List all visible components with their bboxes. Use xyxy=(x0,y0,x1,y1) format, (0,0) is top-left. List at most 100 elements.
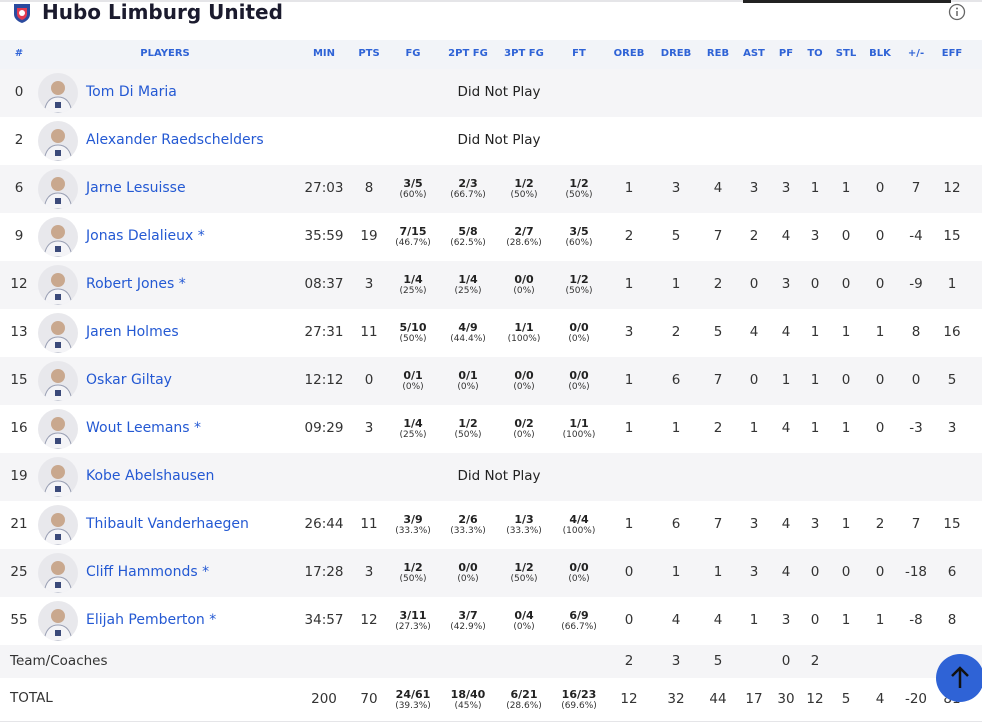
shot-percent: (39.3%) xyxy=(395,700,431,711)
stat-value: -8 xyxy=(909,612,923,628)
stat-value: 5 xyxy=(713,653,723,669)
row-bg xyxy=(0,69,982,117)
stat-value: 70 xyxy=(360,690,378,707)
player-name[interactable]: Oskar Giltay xyxy=(86,372,172,388)
player-name[interactable]: Jarne Lesuisse xyxy=(86,180,186,196)
player-avatar xyxy=(38,313,78,353)
stat-value: -9 xyxy=(909,276,923,292)
stat-value: 3 xyxy=(781,612,791,628)
shot-percent: (33.3%) xyxy=(395,526,431,536)
player-name[interactable]: Thibault Vanderhaegen xyxy=(86,516,249,532)
stat-value: 1 xyxy=(749,612,759,628)
player-name[interactable]: Jaren Holmes xyxy=(86,324,179,340)
avatar-figure xyxy=(43,369,73,401)
player-name[interactable]: Kobe Abelshausen xyxy=(86,468,215,484)
player-name[interactable]: Wout Leemans * xyxy=(86,420,202,436)
stat-value: 1 xyxy=(841,324,851,340)
shot-percent: (100%) xyxy=(507,334,541,344)
stat-value: 1 xyxy=(749,420,759,436)
stat-value: 27:03 xyxy=(304,180,344,196)
jersey-number: 13 xyxy=(10,324,28,340)
shot-percent: (62.5%) xyxy=(450,238,486,248)
stat-value: 1 xyxy=(624,516,634,532)
jersey-number: 9 xyxy=(14,228,24,244)
stat-value: 11 xyxy=(360,324,378,340)
player-name[interactable]: Tom Di Maria xyxy=(86,84,177,100)
column-header: FG xyxy=(405,48,421,59)
stat-value: 4 xyxy=(781,420,791,436)
arrow-up xyxy=(951,666,969,688)
stat-value: 0 xyxy=(810,564,820,580)
column-header: 2PT FG xyxy=(448,48,488,59)
player-name[interactable]: Alexander Raedschelders xyxy=(86,132,264,148)
team-name: Hubo Limburg United xyxy=(42,0,283,24)
player-name[interactable]: Jonas Delalieux * xyxy=(86,228,205,244)
shot-made-attempted: 6/9 xyxy=(569,609,589,622)
stat-value: 0 xyxy=(841,276,851,292)
player-avatar xyxy=(38,505,78,545)
stat-value: 6 xyxy=(947,564,957,580)
stat-value: 44 xyxy=(709,690,727,707)
top-border xyxy=(0,0,982,2)
column-header: DREB xyxy=(660,48,692,59)
stat-value: 26:44 xyxy=(304,516,344,532)
player-name[interactable]: Cliff Hammonds * xyxy=(86,564,210,580)
jersey-number: 12 xyxy=(10,276,28,292)
stat-value: 4 xyxy=(781,228,791,244)
team-label: Team/Coaches xyxy=(10,653,108,669)
column-header: +/- xyxy=(907,48,925,59)
stat-value: 0 xyxy=(624,612,634,628)
stat-value: 0 xyxy=(875,564,885,580)
stat-value: 4 xyxy=(781,516,791,532)
stat-value: 6 xyxy=(671,372,681,388)
stat-value: 7 xyxy=(713,516,723,532)
info-icon[interactable] xyxy=(948,3,966,21)
stat-value: 7 xyxy=(713,372,723,388)
stat-value: 1 xyxy=(671,564,681,580)
player-name[interactable]: Robert Jones * xyxy=(86,276,186,292)
shot-percent: (0%) xyxy=(568,382,590,392)
shot-made-attempted: 3/7 xyxy=(458,609,478,622)
jersey-number: 19 xyxy=(10,468,28,484)
stat-value: 35:59 xyxy=(304,228,344,244)
stat-value: 2 xyxy=(810,653,820,669)
row-bg xyxy=(0,678,982,722)
stat-value: 3 xyxy=(781,180,791,196)
shot-percent: (50%) xyxy=(454,430,482,440)
jersey-number: 0 xyxy=(14,84,24,100)
shot-percent: (45%) xyxy=(454,700,482,711)
shot-made-attempted: 1/3 xyxy=(514,513,534,526)
stat-value: -20 xyxy=(904,690,928,707)
stat-value: 5 xyxy=(947,372,957,388)
column-header: TO xyxy=(807,48,823,59)
did-not-play: Did Not Play xyxy=(457,468,541,484)
column-header: FT xyxy=(572,48,586,59)
stat-value: 27:31 xyxy=(304,324,344,340)
player-avatar xyxy=(38,217,78,257)
stat-value: 2 xyxy=(671,324,681,340)
column-header: PF xyxy=(778,48,794,59)
shot-made-attempted: 3/9 xyxy=(403,513,423,526)
stat-value: 30 xyxy=(777,690,795,707)
column-header: STL xyxy=(835,48,857,59)
top-strip xyxy=(743,0,951,3)
column-header: EFF xyxy=(941,48,963,59)
shot-percent: (0%) xyxy=(513,622,535,632)
header-row xyxy=(0,40,982,69)
row-bg xyxy=(0,645,982,678)
scroll-top-button[interactable] xyxy=(936,654,982,702)
shot-made-attempted: 0/0 xyxy=(514,273,534,286)
shot-percent: (50%) xyxy=(510,190,538,200)
shot-made-attempted: 1/2 xyxy=(403,561,423,574)
avatar-figure xyxy=(43,273,73,305)
avatar-figure xyxy=(43,465,73,497)
avatar-figure xyxy=(43,81,73,113)
stat-value: 4 xyxy=(781,324,791,340)
stat-value: 0 xyxy=(875,276,885,292)
jersey-number: 2 xyxy=(14,132,24,148)
stat-value: 1 xyxy=(841,612,851,628)
player-name[interactable]: Elijah Pemberton * xyxy=(86,612,217,628)
stat-value: 32 xyxy=(667,690,685,707)
stat-value: 0 xyxy=(841,228,851,244)
shot-made-attempted: 1/4 xyxy=(458,273,478,286)
